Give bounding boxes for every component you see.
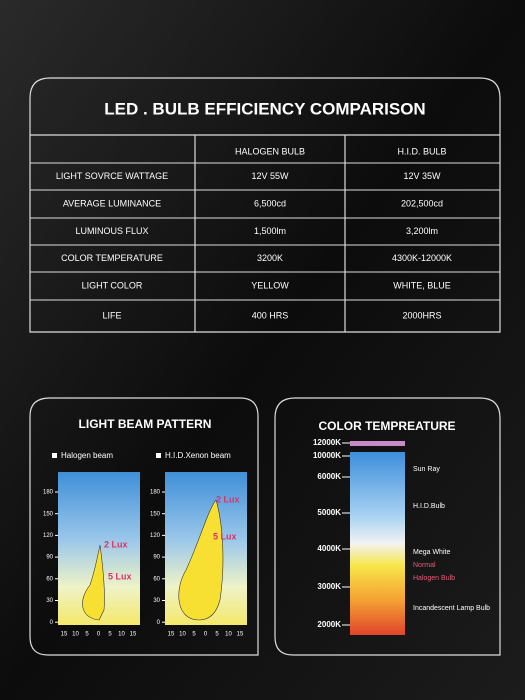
y-tick-label: 0: [50, 620, 54, 626]
beam-title: LIGHT BEAM PATTERN: [79, 417, 212, 431]
column-header: HALOGEN BULB: [235, 146, 305, 156]
temp-note: Incandescent Lamp Bulb: [413, 605, 490, 612]
cell: 1,500lm: [254, 226, 286, 236]
y-tick-label: 120: [150, 533, 161, 539]
legend-label: H.I.D.Xenon beam: [165, 451, 231, 460]
y-tick-label: 0: [157, 620, 161, 626]
cell: 3,200lm: [406, 226, 438, 236]
temp-label: 3000K: [317, 582, 341, 591]
x-tick-label: 10: [118, 632, 125, 638]
x-tick-label: 5: [85, 632, 89, 638]
row-label: LIFE: [102, 310, 121, 320]
beam-panel: [29, 397, 259, 656]
legend-swatch: [156, 453, 161, 458]
cell: 202,500cd: [401, 198, 443, 208]
cell: 12V 35W: [403, 171, 441, 181]
row-label: AVERAGE LUMINANCE: [63, 198, 161, 208]
cell: 400 HRS: [252, 310, 289, 320]
x-tick-label: 0: [204, 632, 208, 638]
halogen-beam-shape: [82, 544, 105, 621]
y-tick-label: 60: [153, 576, 160, 582]
cell: YELLOW: [251, 280, 289, 290]
lux-label: 2 Lux: [104, 539, 128, 549]
table-body: HALOGEN BULB H.I.D. BULB LIGHT SOVRCE WATT…: [30, 146, 500, 320]
y-tick-label: 30: [153, 598, 160, 604]
cell: 12V 55W: [251, 171, 289, 181]
y-tick-label: 30: [46, 598, 53, 604]
temp-bar: [350, 452, 405, 635]
temp-note: Mega White: [413, 549, 450, 556]
temp-note: Sun Ray: [413, 466, 440, 473]
x-tick-label: 15: [237, 632, 244, 638]
x-tick-label: 5: [192, 632, 196, 638]
color-axes: 12000K 10000K 6000K 5000K 4000K 3000K 2000K Sun…: [313, 438, 490, 629]
y-tick-label: 90: [153, 555, 160, 561]
legend-swatch: [52, 453, 57, 458]
legend-label: Halogen beam: [61, 451, 113, 460]
temp-label: 12000K: [313, 438, 341, 447]
x-tick-label: 15: [168, 632, 175, 638]
row-label: LUMINOUS FLUX: [75, 226, 148, 236]
cell: 2000HRS: [402, 310, 441, 320]
cell: WHITE, BLUE: [393, 280, 451, 290]
row-label: LIGHT SOVRCE WATTAGE: [56, 171, 168, 181]
x-tick-label: 10: [179, 632, 186, 638]
row-label: COLOR TEMPERATURE: [61, 253, 163, 263]
x-tick-label: 10: [72, 632, 79, 638]
cell: 4300K-12000K: [392, 253, 452, 263]
y-tick-label: 180: [43, 490, 54, 496]
x-tick-label: 15: [130, 632, 137, 638]
temp-label: 2000K: [317, 620, 341, 629]
cell: 6,500cd: [254, 198, 286, 208]
color-title: COLOR TEMPREATURE: [318, 419, 455, 433]
temp-label: 5000K: [317, 508, 341, 517]
temp-label: 10000K: [313, 451, 341, 460]
y-tick-label: 120: [43, 533, 54, 539]
x-tick-label: 10: [225, 632, 232, 638]
temp-label: 6000K: [317, 472, 341, 481]
lux-label: 5 Lux: [213, 531, 237, 541]
comparison-table: [29, 77, 501, 333]
y-tick-label: 60: [46, 576, 53, 582]
y-tick-label: 180: [150, 490, 161, 496]
row-label: LIGHT COLOR: [82, 280, 143, 290]
temp-note: H.I.D.Bulb: [413, 503, 445, 510]
y-tick-label: 150: [43, 511, 54, 517]
column-header: H.I.D. BULB: [397, 146, 446, 156]
temp-label: 4000K: [317, 544, 341, 553]
lux-label: 5 Lux: [108, 571, 132, 581]
xenon-beam-shape: [178, 499, 224, 621]
x-tick-label: 5: [215, 632, 219, 638]
cell: 3200K: [257, 253, 283, 263]
y-tick-label: 90: [46, 555, 53, 561]
y-tick-label: 150: [150, 511, 161, 517]
x-tick-label: 15: [61, 632, 68, 638]
temp-note: Halogen Bulb: [413, 575, 455, 582]
lux-label: 2 Lux: [216, 494, 240, 504]
table-title: LED . BULB EFFICIENCY COMPARISON: [104, 99, 425, 118]
color-panel: [274, 397, 501, 656]
x-tick-label: 0: [97, 632, 101, 638]
x-tick-label: 5: [108, 632, 112, 638]
temp-band: [350, 441, 405, 446]
temp-note: Normal: [413, 562, 436, 569]
